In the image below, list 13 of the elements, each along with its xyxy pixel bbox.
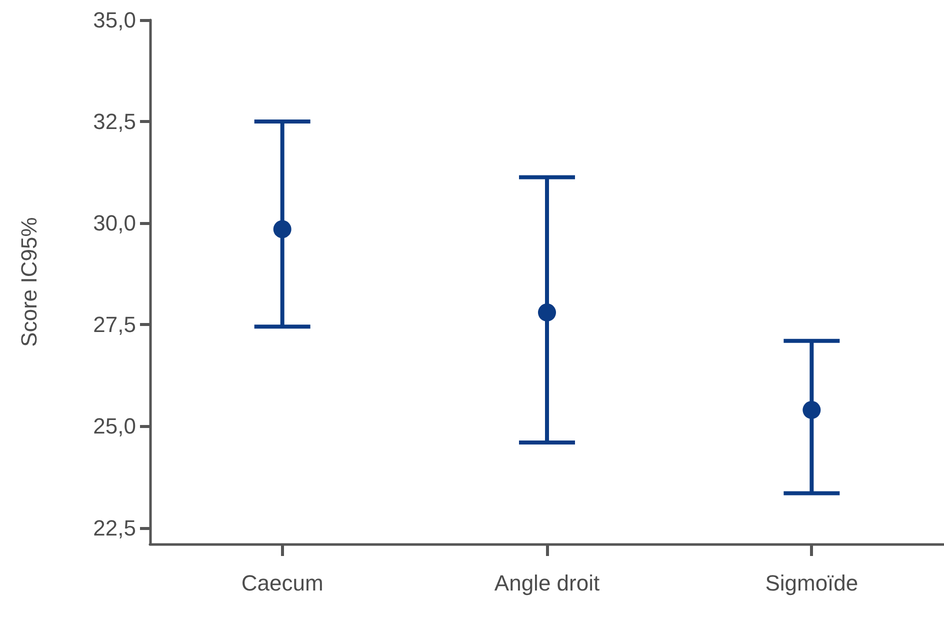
point bbox=[538, 303, 556, 322]
x-tick-label: Caecum bbox=[241, 570, 324, 596]
x-tick-label: Angle droit bbox=[494, 570, 600, 596]
point bbox=[273, 220, 292, 238]
y-tick-label: 22,5 bbox=[93, 515, 136, 540]
point bbox=[802, 400, 821, 419]
y-tick-label: 32,5 bbox=[93, 109, 136, 134]
y-tick-label: 35,0 bbox=[93, 8, 136, 32]
y-axis-title: Score IC95% bbox=[16, 217, 42, 347]
y-tick-label: 25,0 bbox=[93, 414, 136, 439]
x-tick-label: Sigmoïde bbox=[765, 570, 858, 596]
y-tick-label: 30,0 bbox=[93, 210, 136, 236]
y-tick-label: 27,5 bbox=[93, 312, 136, 338]
